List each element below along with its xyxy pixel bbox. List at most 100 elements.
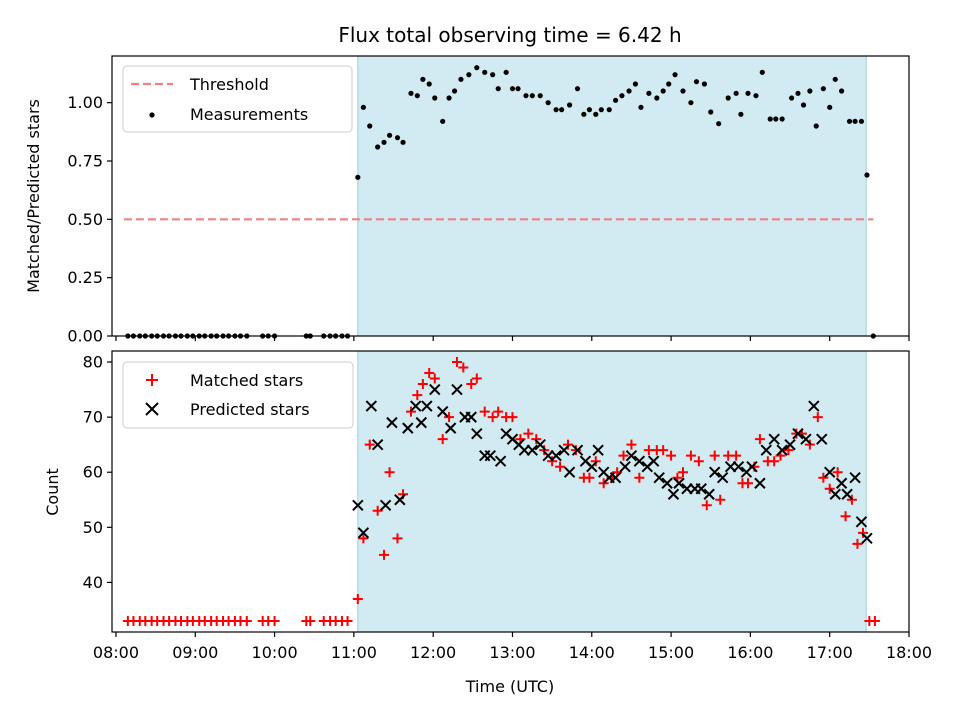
matched-star-point (818, 472, 829, 483)
measurement-point (574, 86, 581, 92)
measurement-point (408, 90, 414, 96)
matched-star-point (424, 368, 435, 379)
measurement-point (381, 139, 387, 145)
measurement-point (482, 69, 488, 75)
matched-star-point (372, 505, 383, 516)
matched-star-point (824, 483, 835, 494)
matched-star-point (493, 406, 504, 417)
measurement-point (432, 95, 438, 101)
y-tick-label: 80 (83, 353, 103, 372)
legend-predicted-label: Predicted stars (190, 400, 310, 419)
legend-measurements-swatch (149, 112, 155, 118)
matched-star-point (342, 615, 353, 626)
predicted-star-point (829, 488, 841, 500)
bottom-y-ticks: 40 50 60 70 80 (83, 353, 112, 592)
measurement-point (773, 116, 779, 122)
matched-star-point (471, 373, 482, 384)
predicted-star-point (371, 438, 384, 451)
x-tick-label: 08:00 (93, 643, 139, 662)
x-tick-label: 17:00 (807, 643, 853, 662)
y-tick-label: 60 (83, 463, 103, 482)
predicted-star-point (563, 466, 576, 478)
predicted-star-point (808, 400, 820, 412)
predicted-star-point (673, 477, 685, 489)
matched-star-point (840, 511, 851, 522)
x-tick-label: 09:00 (172, 643, 218, 662)
measurement-point (553, 107, 559, 113)
measurement-point (827, 104, 833, 110)
matched-star-point (658, 445, 669, 456)
measurement-point (400, 139, 406, 145)
matched-star-point (352, 593, 363, 604)
predicted-star-point (768, 433, 780, 445)
matched-star-point (458, 362, 469, 373)
measurement-point (474, 65, 480, 71)
matched-star-point (852, 538, 863, 549)
measurement-point (420, 76, 426, 82)
predicted-star-point (451, 383, 463, 396)
predicted-star-point (776, 444, 788, 456)
predicted-star-point (352, 499, 364, 511)
y-tick-label: 0.00 (67, 327, 103, 346)
matched-star-point (562, 439, 573, 450)
measurement-point (559, 107, 565, 113)
matched-star-point (466, 379, 477, 390)
measurement-point (632, 81, 639, 87)
matched-star-point (804, 439, 815, 450)
predicted-star-point (592, 444, 604, 456)
predicted-star-point (571, 444, 584, 456)
measurement-point (545, 100, 551, 106)
matched-star-point (598, 478, 609, 489)
x-tick-label: 16:00 (727, 643, 773, 662)
matched-star-point (507, 412, 518, 423)
predicted-star-point (534, 438, 546, 451)
measurement-point (660, 88, 666, 94)
predicted-star-point (633, 455, 646, 467)
matched-star-point (709, 450, 720, 461)
matched-star-point (570, 445, 581, 456)
predicted-star-point (471, 427, 483, 440)
measurement-point (581, 111, 587, 117)
measurement-point (795, 90, 801, 96)
matched-star-point (547, 456, 558, 467)
measurement-point (394, 135, 401, 141)
measurement-point (606, 107, 612, 113)
matched-star-point (487, 412, 498, 423)
y-tick-label: 70 (83, 408, 103, 427)
matched-star-point (743, 478, 754, 489)
measurement-point (414, 93, 420, 99)
measurement-point (566, 102, 573, 108)
matched-star-point (693, 456, 704, 467)
predicted-star-point (841, 488, 853, 500)
measurement-point (745, 90, 751, 96)
measurement-point (638, 104, 644, 110)
matched-star-point (531, 434, 542, 445)
measurement-point (759, 69, 765, 75)
measurement-point (619, 93, 625, 99)
predicted-star-point (695, 483, 707, 495)
measurement-point (440, 118, 446, 124)
measurement-point (753, 93, 759, 99)
measurement-point (864, 172, 870, 178)
measurement-point (537, 93, 543, 99)
predicted-star-point (760, 444, 772, 456)
measurement-point (646, 90, 652, 96)
matched-star-point (731, 450, 742, 461)
y-tick-label: 0.50 (67, 210, 103, 229)
matched-star-point (379, 549, 390, 560)
measurement-point (738, 111, 744, 117)
measurement-point (832, 76, 838, 82)
legend-predicted-swatch (145, 402, 159, 416)
measurement-point (446, 95, 452, 101)
measurement-point (807, 88, 813, 94)
top-y-ticks: 0.00 0.25 0.50 0.75 1.00 (67, 93, 112, 346)
x-tick-label: 12:00 (410, 643, 456, 662)
x-tick-label: 13:00 (489, 643, 535, 662)
top-legend-box (122, 65, 353, 133)
matched-star-point (444, 412, 455, 423)
bottom-legend: Matched stars Predicted stars (122, 361, 354, 429)
matched-star-point (590, 456, 601, 467)
predicted-star-point (429, 383, 441, 396)
predicted-star-point (619, 460, 631, 473)
